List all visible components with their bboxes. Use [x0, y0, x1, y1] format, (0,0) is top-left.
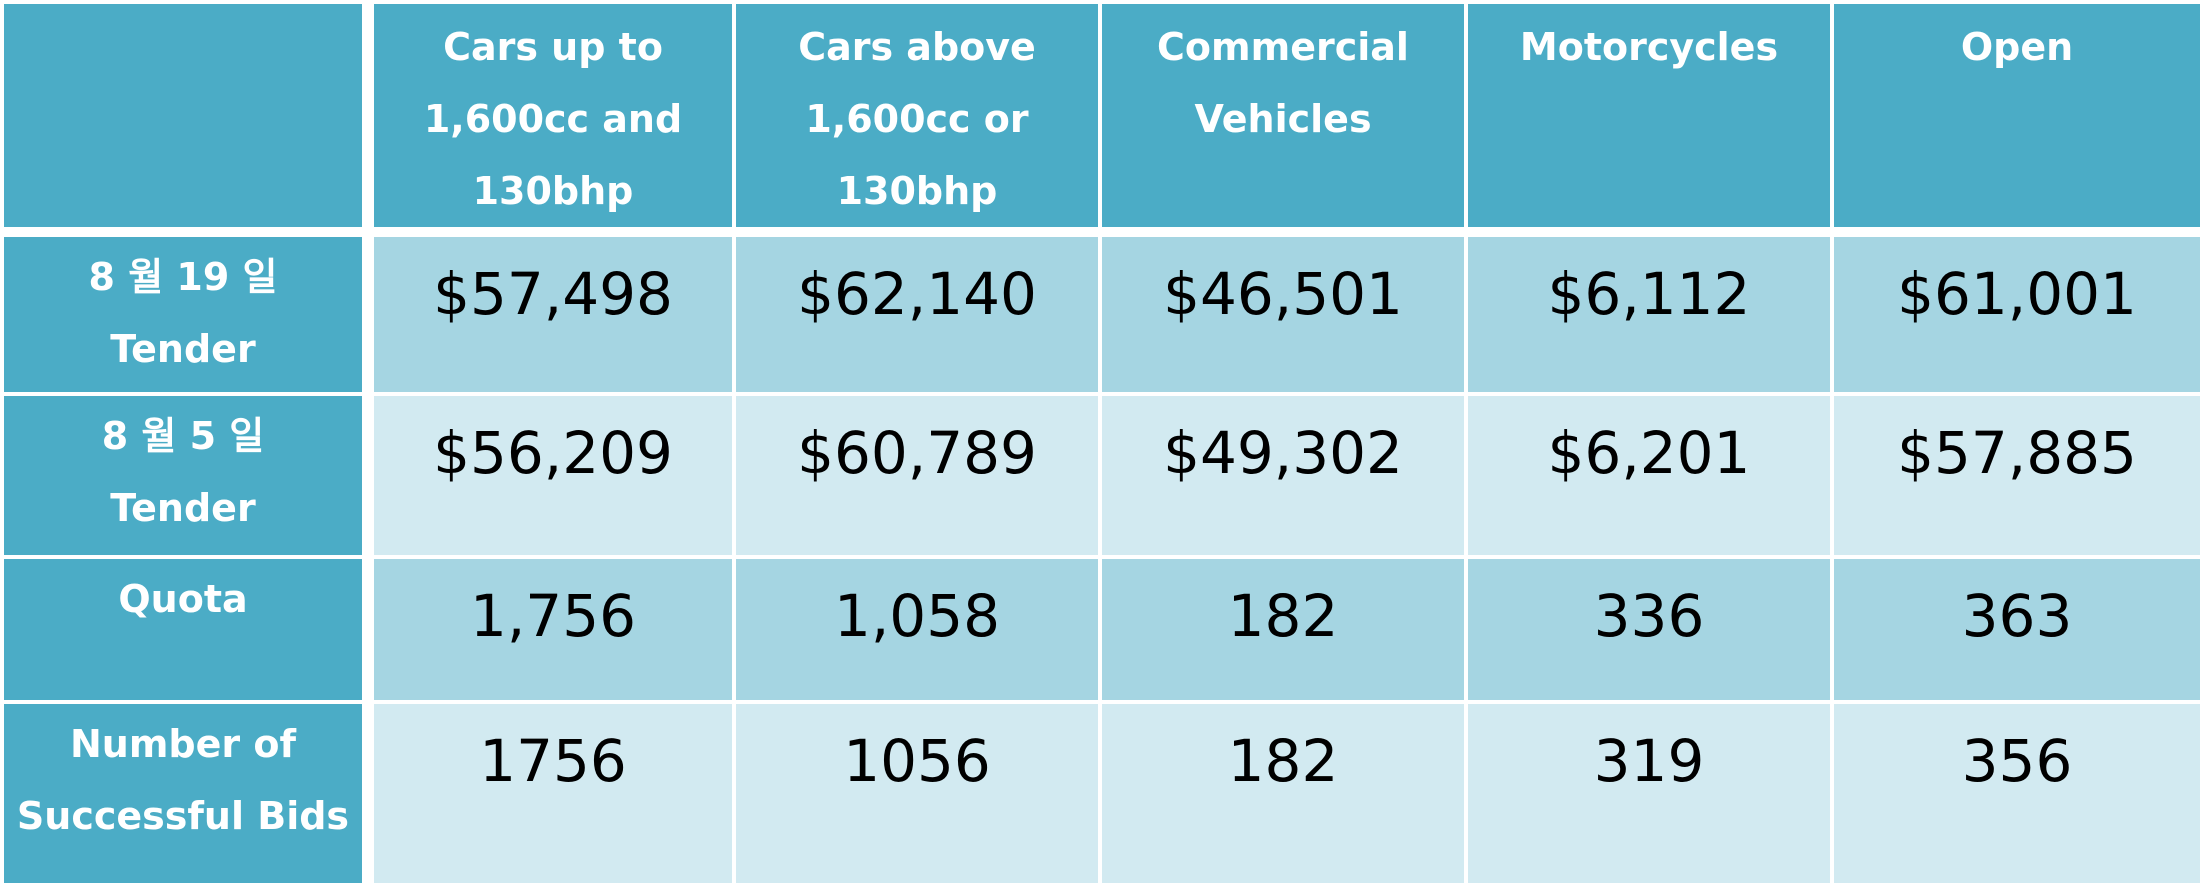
table-cell: 319	[1464, 700, 1834, 887]
table-cell: 336	[1464, 555, 1834, 704]
table-cell: $56,209	[366, 392, 736, 559]
row-header-line: Tender	[110, 486, 256, 530]
row-header-line: Tender	[110, 327, 256, 371]
column-header-commercial-vehicles: Commercial Vehicles	[1098, 0, 1468, 237]
table-cell: $61,001	[1830, 230, 2200, 396]
row-header-line: Quota	[118, 577, 248, 621]
corner-cell	[0, 0, 374, 237]
row-header-quota: Quota	[0, 555, 374, 704]
row-header-line: Successful Bids	[16, 794, 350, 838]
column-header-cars-up-to-1600cc: Cars up to 1,600cc and 130bhp	[366, 0, 736, 237]
table-cell: 1756	[366, 700, 736, 887]
table-row: Quota 1,756 1,058 182 336 363	[0, 555, 2200, 704]
table-cell: 363	[1830, 555, 2200, 704]
table-cell: $60,789	[732, 392, 1102, 559]
table-cell: $57,885	[1830, 392, 2200, 559]
table-row: 8 월 5 일 Tender $56,209 $60,789 $49,302 $6…	[0, 392, 2200, 559]
row-header-line: Number of	[69, 722, 297, 766]
table-cell: $6,201	[1464, 392, 1834, 559]
header-row: Cars up to 1,600cc and 130bhp Cars above…	[0, 0, 2200, 237]
table-cell: 182	[1098, 555, 1468, 704]
table-cell: $62,140	[732, 230, 1102, 396]
table-cell: $57,498	[366, 230, 736, 396]
table-cell: 1056	[732, 700, 1102, 887]
table-cell: 1,058	[732, 555, 1102, 704]
table-row: 8 월 19 일 Tender $57,498 $62,140 $46,501 $…	[0, 230, 2200, 396]
row-header-line: 8 월 5 일	[101, 414, 265, 458]
row-header-successful-bids: Number of Successful Bids	[0, 700, 374, 887]
column-header-open: Open	[1830, 0, 2200, 237]
row-header-aug-5-tender: 8 월 5 일 Tender	[0, 392, 374, 559]
table-cell: $6,112	[1464, 230, 1834, 396]
row-header-line: 8 월 19 일	[88, 255, 278, 299]
table-cell: $46,501	[1098, 230, 1468, 396]
table-cell: $49,302	[1098, 392, 1468, 559]
table-cell: 182	[1098, 700, 1468, 887]
table-row: Number of Successful Bids 1756 1056 182 3…	[0, 700, 2200, 887]
row-header-aug-19-tender: 8 월 19 일 Tender	[0, 230, 374, 396]
table-cell: 356	[1830, 700, 2200, 887]
column-header-motorcycles: Motorcycles	[1464, 0, 1834, 237]
column-header-cars-above-1600cc: Cars above 1,600cc or 130bhp	[732, 0, 1102, 237]
table-cell: 1,756	[366, 555, 736, 704]
